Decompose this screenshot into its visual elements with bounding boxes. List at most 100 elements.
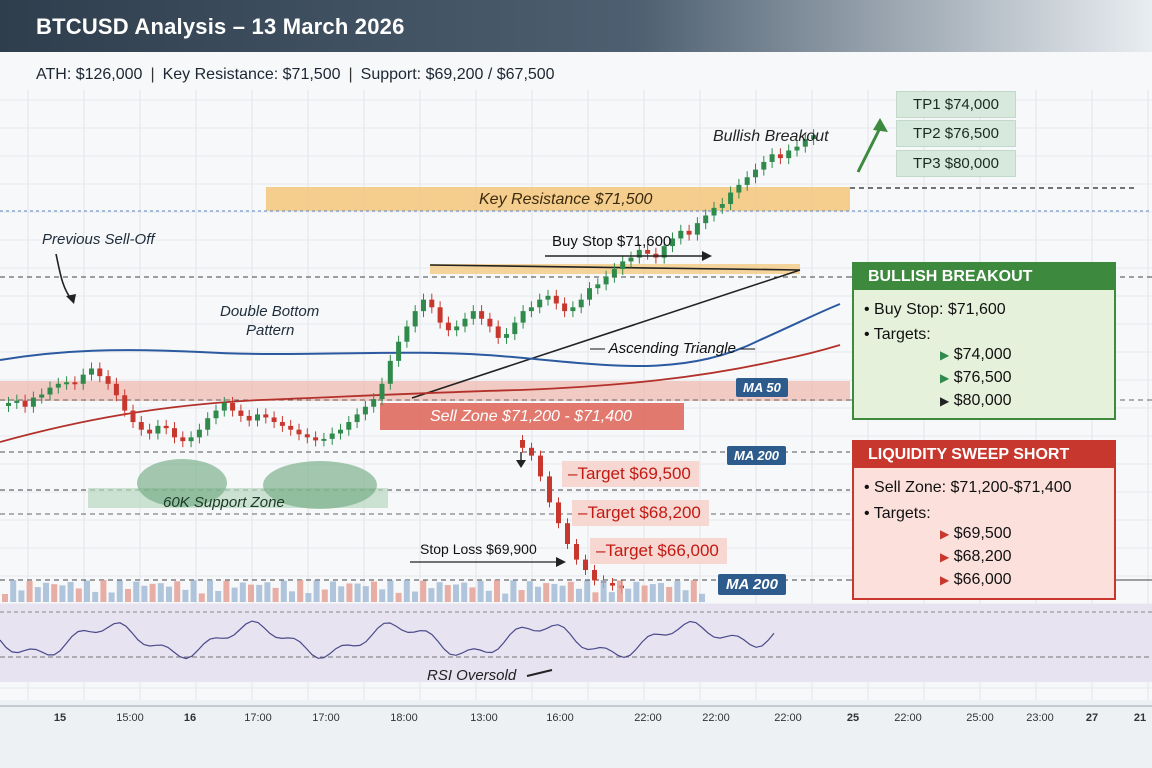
triangle-support-line: [411, 269, 801, 399]
volume-bar: [297, 580, 304, 602]
candle: [611, 269, 617, 277]
candle: [761, 161, 767, 170]
volume-bar: [494, 580, 500, 602]
volume-bar: [403, 580, 410, 602]
sell-zone-label: Sell Zone $71,200 - $71,400: [430, 408, 632, 425]
volume-bar: [518, 590, 525, 602]
short-candle: [538, 455, 543, 477]
double-bottom-left: [137, 459, 227, 507]
volume-bar: [330, 581, 336, 602]
short-target-3-item: ▶ $66,000: [940, 571, 1012, 588]
candle: [694, 223, 700, 235]
ma50-tag: MA 50: [736, 378, 788, 397]
ma200-line: [0, 344, 841, 443]
short-sell-zone: • Sell Zone: $71,200-$71,400: [864, 479, 1072, 496]
volume-bar: [420, 580, 427, 602]
short-candle: [547, 476, 552, 503]
volume-bar: [174, 581, 181, 602]
candle: [645, 249, 651, 254]
volume-bar: [576, 588, 582, 602]
volume-bar: [313, 580, 320, 602]
volume-bar: [272, 587, 279, 602]
volume-bar: [157, 583, 164, 602]
candle: [719, 204, 725, 208]
bullish-target-1: ▶ $74,000: [940, 346, 1012, 363]
short-candle: [610, 583, 615, 586]
tp3-badge: TP3 $80,000: [896, 150, 1016, 177]
short-candle: [574, 544, 579, 560]
bullish-breakout-label: Bullish Breakout: [713, 128, 829, 145]
candle: [753, 169, 758, 178]
key-levels-bar: ATH: $126,000 | Key Resistance: $71,500 | Su…: [36, 66, 555, 83]
volume-bar: [387, 580, 394, 602]
volume-bar: [608, 592, 615, 602]
volume-bar: [371, 581, 377, 602]
x-tick-label: 27: [1085, 712, 1099, 724]
candle: [545, 295, 551, 300]
volume-bar: [2, 594, 8, 602]
ath-label: ATH: $126,000: [36, 66, 143, 83]
candle: [744, 177, 750, 185]
volume-bar: [264, 582, 271, 602]
candle: [562, 303, 568, 312]
candle: [387, 360, 393, 384]
x-tick-label: 25:00: [966, 712, 994, 724]
candle: [595, 284, 601, 289]
triangle-top-band: [430, 264, 800, 274]
volume-bar: [75, 588, 82, 602]
volume-bar: [502, 593, 509, 602]
candle: [678, 230, 684, 239]
volume-bar: [535, 586, 541, 602]
selloff-arrowhead: [66, 294, 76, 304]
volume-bar: [641, 585, 648, 602]
volume-bar: [346, 583, 353, 602]
volume-bar: [133, 581, 140, 602]
candle: [313, 437, 319, 441]
volume-bar: [428, 588, 435, 602]
bullish-target-3: ▶ $80,000: [940, 392, 1012, 409]
short-panel-title: LIQUIDITY SWEEP SHORT: [854, 442, 1114, 468]
volume-bar: [231, 587, 238, 602]
ascending-triangle-label: — Ascending Triangle —: [590, 340, 756, 357]
volume-bar: [207, 580, 213, 602]
candle: [288, 425, 294, 430]
candle: [64, 382, 70, 385]
candle: [578, 299, 584, 308]
candle: [329, 433, 335, 439]
volume-bar: [198, 593, 205, 602]
x-tick-label: 18:00: [390, 712, 418, 724]
candle: [512, 322, 518, 335]
volume-bar: [84, 580, 90, 602]
x-tick-label: 22:00: [634, 712, 662, 724]
volume-bar: [666, 586, 673, 602]
volume-bar: [305, 593, 312, 602]
candle: [163, 425, 169, 429]
candle: [470, 311, 476, 319]
short-candle: [583, 559, 588, 570]
candle: [97, 368, 103, 377]
rsi-oversold-arrow: [526, 669, 553, 677]
candle: [80, 374, 86, 384]
candle: [487, 318, 493, 327]
rsi-pane: [0, 604, 1152, 682]
candle: [354, 414, 360, 423]
volume-bar: [215, 590, 222, 602]
candle: [296, 429, 302, 435]
candle: [786, 150, 792, 159]
candle: [504, 334, 509, 338]
previous-selloff-label: Previous Sell-Off: [42, 231, 155, 248]
x-tick-label: 22:00: [702, 712, 730, 724]
candle: [769, 154, 775, 162]
candle: [271, 417, 277, 423]
volume-bar: [10, 580, 17, 602]
volume-bar: [592, 592, 599, 602]
candle: [670, 238, 675, 247]
candle: [553, 295, 559, 304]
volume-bar: [26, 581, 33, 602]
tp1-badge: TP1 $74,000: [896, 91, 1016, 118]
volume-bar: [584, 580, 591, 602]
triangle-resistance-line: [429, 264, 801, 271]
candle: [362, 406, 368, 415]
short-candle: [565, 523, 570, 544]
